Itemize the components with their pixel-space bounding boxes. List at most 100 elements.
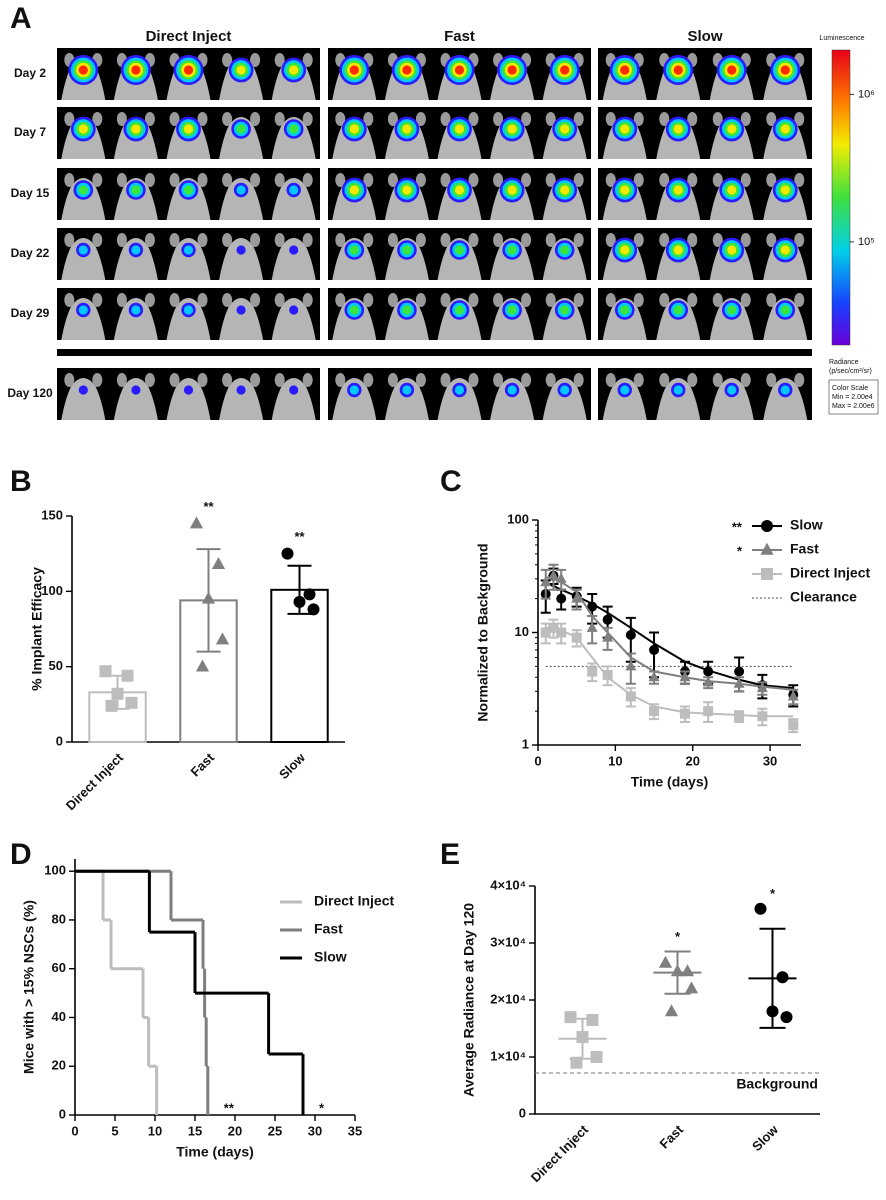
- mouse-ear: [493, 373, 504, 387]
- mouse: [271, 238, 316, 280]
- mouse-ear: [92, 233, 103, 247]
- mouse: [542, 378, 587, 420]
- legend-label: Slow: [790, 517, 823, 533]
- mouse: [219, 298, 264, 340]
- signal: [560, 385, 570, 395]
- signal: [183, 124, 194, 134]
- signal: [78, 245, 88, 255]
- significance: *: [675, 929, 681, 944]
- signal: [673, 305, 683, 315]
- mouse-ear: [415, 173, 426, 187]
- data-point: [571, 632, 582, 643]
- signal: [727, 185, 737, 195]
- data-point: [125, 696, 138, 709]
- mouse-ear: [387, 293, 398, 307]
- signal: [131, 124, 141, 134]
- mouse-ear: [712, 112, 723, 126]
- mouse: [763, 378, 808, 420]
- mouse-ear: [468, 373, 479, 387]
- data-point: [780, 1011, 793, 1024]
- signal: [236, 124, 246, 134]
- scale-box: [828, 379, 879, 415]
- mouse: [332, 378, 377, 420]
- mouse-ear: [740, 233, 751, 247]
- signal: [620, 245, 630, 255]
- mouse-ear: [274, 53, 285, 67]
- mouse-ear: [545, 173, 556, 187]
- y-tick-label: 1×10⁴: [490, 1048, 526, 1063]
- signal: [289, 124, 299, 134]
- mouse-ear: [302, 173, 313, 187]
- signal: [183, 245, 194, 255]
- data-point: [754, 902, 767, 915]
- signal: [131, 305, 141, 315]
- y-tick-label: 150: [41, 507, 63, 522]
- error-bar: [105, 674, 130, 710]
- column-title: Slow: [687, 28, 722, 45]
- x-tick-label: 30: [763, 753, 777, 768]
- data-point: [586, 1013, 599, 1026]
- x-tick-label: 0: [71, 1123, 78, 1138]
- mouse-ear: [493, 233, 504, 247]
- signal: [727, 385, 737, 395]
- mouse-ear: [197, 112, 208, 126]
- signal: [402, 185, 412, 195]
- signal: [673, 185, 683, 195]
- data-point: [555, 572, 567, 583]
- mouse-ear: [605, 293, 616, 307]
- y-tick-label: 50: [49, 658, 63, 673]
- signal: [236, 245, 246, 255]
- y-tick-label: 100: [41, 583, 63, 598]
- scale-text: Max = 2.00e6: [832, 403, 875, 410]
- mouse: [490, 378, 535, 420]
- mouse-ear: [335, 112, 346, 126]
- data-point: [757, 711, 768, 722]
- legend-marker: [761, 520, 773, 532]
- mouse-ear: [116, 112, 127, 126]
- mouse-ear: [521, 173, 532, 187]
- mouse-ear: [274, 112, 285, 126]
- mouse: [113, 238, 158, 280]
- signal: [78, 65, 88, 75]
- x-tick-label: 20: [685, 753, 699, 768]
- y-tick-label: 2×10⁴: [490, 991, 526, 1006]
- signal: [560, 305, 570, 315]
- mouse-ear: [545, 293, 556, 307]
- x-tick-label: 25: [268, 1123, 282, 1138]
- scale-text: Min = 2.00e4: [832, 394, 873, 401]
- image-cell: [598, 368, 812, 420]
- signal: [131, 185, 141, 195]
- mouse-ear: [468, 233, 479, 247]
- data-point: [734, 666, 745, 677]
- signal: [78, 305, 88, 315]
- data-point: [211, 557, 226, 570]
- mouse-ear: [169, 233, 180, 247]
- signal: [454, 124, 465, 134]
- error-bar: [664, 950, 691, 995]
- mouse: [602, 378, 647, 420]
- image-cell: [57, 228, 320, 280]
- y-axis-label: Average Radiance at Day 120: [461, 903, 477, 1097]
- mouse-ear: [302, 233, 313, 247]
- row-label: Day 2: [14, 66, 46, 80]
- mouse-ear: [605, 373, 616, 387]
- data-point: [602, 669, 613, 680]
- mouse: [271, 178, 316, 220]
- data-point: [556, 627, 567, 638]
- mouse-ear: [116, 293, 127, 307]
- data-point: [756, 682, 768, 693]
- signal: [131, 65, 141, 75]
- x-tick-label: 10: [608, 753, 622, 768]
- data-point: [586, 621, 598, 632]
- signal: [289, 385, 299, 395]
- legend-marker: [761, 568, 773, 580]
- image-cell: [57, 107, 320, 159]
- signal: [673, 245, 683, 255]
- mouse-ear: [573, 112, 584, 126]
- y-tick-label: 4×10⁴: [490, 877, 526, 892]
- mouse-ear: [169, 293, 180, 307]
- signal: [454, 65, 465, 75]
- signal: [507, 245, 517, 255]
- signal: [402, 65, 412, 75]
